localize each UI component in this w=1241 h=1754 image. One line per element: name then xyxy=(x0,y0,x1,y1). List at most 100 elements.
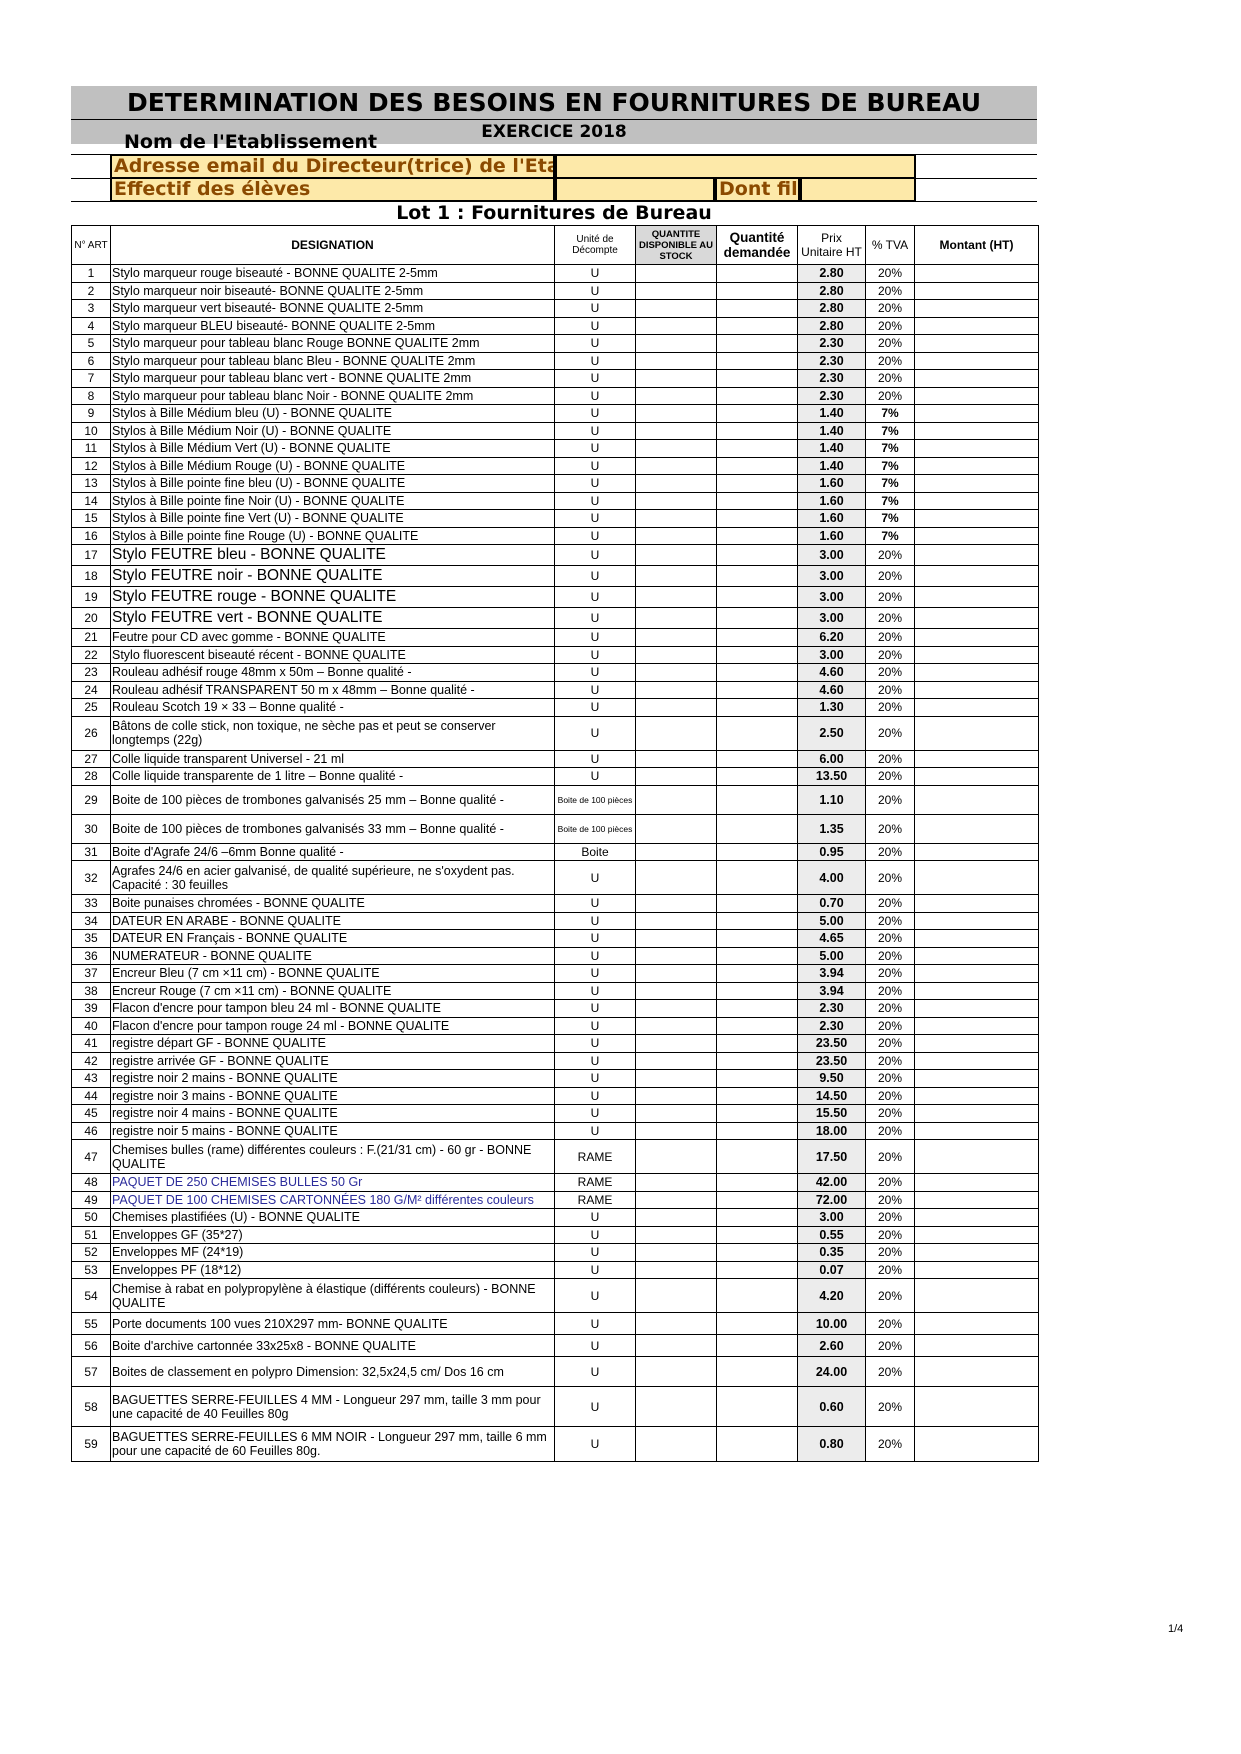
requested-qty-input[interactable] xyxy=(716,299,798,318)
stock-qty-input[interactable] xyxy=(635,456,717,475)
requested-qty-input[interactable] xyxy=(716,1243,798,1262)
stock-qty-input[interactable] xyxy=(635,698,717,717)
stock-qty-input[interactable] xyxy=(635,894,717,913)
requested-qty-input[interactable] xyxy=(716,663,798,682)
stock-qty-input[interactable] xyxy=(635,1278,717,1313)
stock-qty-input[interactable] xyxy=(635,628,717,647)
requested-qty-input[interactable] xyxy=(716,1034,798,1053)
requested-qty-input[interactable] xyxy=(716,1312,798,1335)
stock-qty-input[interactable] xyxy=(635,421,717,440)
stock-qty-input[interactable] xyxy=(635,439,717,458)
requested-qty-input[interactable] xyxy=(716,526,798,545)
students-field[interactable] xyxy=(555,177,715,202)
stock-qty-input[interactable] xyxy=(635,1069,717,1088)
requested-qty-input[interactable] xyxy=(716,1051,798,1070)
requested-qty-input[interactable] xyxy=(716,439,798,458)
requested-qty-input[interactable] xyxy=(716,999,798,1018)
requested-qty-input[interactable] xyxy=(716,929,798,948)
requested-qty-input[interactable] xyxy=(716,981,798,1000)
stock-qty-input[interactable] xyxy=(635,1260,717,1279)
requested-qty-input[interactable] xyxy=(716,680,798,699)
stock-qty-input[interactable] xyxy=(635,404,717,423)
requested-qty-input[interactable] xyxy=(716,645,798,664)
requested-qty-input[interactable] xyxy=(716,813,798,844)
requested-qty-input[interactable] xyxy=(716,749,798,768)
stock-qty-input[interactable] xyxy=(635,1051,717,1070)
requested-qty-input[interactable] xyxy=(716,784,798,815)
stock-qty-input[interactable] xyxy=(635,1334,717,1357)
requested-qty-input[interactable] xyxy=(716,1208,798,1227)
requested-qty-input[interactable] xyxy=(716,421,798,440)
stock-qty-input[interactable] xyxy=(635,663,717,682)
requested-qty-input[interactable] xyxy=(716,404,798,423)
stock-qty-input[interactable] xyxy=(635,715,717,751)
stock-qty-input[interactable] xyxy=(635,1312,717,1335)
stock-qty-input[interactable] xyxy=(635,860,717,895)
stock-qty-input[interactable] xyxy=(635,1121,717,1140)
requested-qty-input[interactable] xyxy=(716,894,798,913)
requested-qty-input[interactable] xyxy=(716,1173,798,1192)
stock-qty-input[interactable] xyxy=(635,1104,717,1123)
requested-qty-input[interactable] xyxy=(716,946,798,965)
stock-qty-input[interactable] xyxy=(635,299,717,318)
stock-qty-input[interactable] xyxy=(635,1243,717,1262)
stock-qty-input[interactable] xyxy=(635,1016,717,1035)
stock-qty-input[interactable] xyxy=(635,509,717,528)
requested-qty-input[interactable] xyxy=(716,1016,798,1035)
stock-qty-input[interactable] xyxy=(635,526,717,545)
stock-qty-input[interactable] xyxy=(635,1190,717,1209)
stock-qty-input[interactable] xyxy=(635,842,717,861)
requested-qty-input[interactable] xyxy=(716,1104,798,1123)
requested-qty-input[interactable] xyxy=(716,1139,798,1174)
stock-qty-input[interactable] xyxy=(635,981,717,1000)
requested-qty-input[interactable] xyxy=(716,565,798,587)
requested-qty-input[interactable] xyxy=(716,1069,798,1088)
requested-qty-input[interactable] xyxy=(716,386,798,405)
requested-qty-input[interactable] xyxy=(716,964,798,983)
requested-qty-input[interactable] xyxy=(716,491,798,510)
stock-qty-input[interactable] xyxy=(635,586,717,608)
stock-qty-input[interactable] xyxy=(635,784,717,815)
stock-qty-input[interactable] xyxy=(635,767,717,786)
requested-qty-input[interactable] xyxy=(716,911,798,930)
stock-qty-input[interactable] xyxy=(635,749,717,768)
requested-qty-input[interactable] xyxy=(716,1121,798,1140)
requested-qty-input[interactable] xyxy=(716,281,798,300)
stock-qty-input[interactable] xyxy=(635,1386,717,1427)
requested-qty-input[interactable] xyxy=(716,509,798,528)
requested-qty-input[interactable] xyxy=(716,456,798,475)
requested-qty-input[interactable] xyxy=(716,1260,798,1279)
requested-qty-input[interactable] xyxy=(716,628,798,647)
stock-qty-input[interactable] xyxy=(635,351,717,370)
stock-qty-input[interactable] xyxy=(635,369,717,388)
stock-qty-input[interactable] xyxy=(635,1173,717,1192)
stock-qty-input[interactable] xyxy=(635,281,717,300)
requested-qty-input[interactable] xyxy=(716,860,798,895)
requested-qty-input[interactable] xyxy=(716,586,798,608)
requested-qty-input[interactable] xyxy=(716,316,798,335)
requested-qty-input[interactable] xyxy=(716,1426,798,1462)
stock-qty-input[interactable] xyxy=(635,474,717,493)
requested-qty-input[interactable] xyxy=(716,842,798,861)
requested-qty-input[interactable] xyxy=(716,607,798,629)
stock-qty-input[interactable] xyxy=(635,911,717,930)
stock-qty-input[interactable] xyxy=(635,1225,717,1244)
requested-qty-input[interactable] xyxy=(716,1386,798,1427)
stock-qty-input[interactable] xyxy=(635,813,717,844)
stock-qty-input[interactable] xyxy=(635,264,717,283)
requested-qty-input[interactable] xyxy=(716,369,798,388)
stock-qty-input[interactable] xyxy=(635,491,717,510)
stock-qty-input[interactable] xyxy=(635,334,717,353)
stock-qty-input[interactable] xyxy=(635,964,717,983)
stock-qty-input[interactable] xyxy=(635,565,717,587)
requested-qty-input[interactable] xyxy=(716,1190,798,1209)
requested-qty-input[interactable] xyxy=(716,1225,798,1244)
requested-qty-input[interactable] xyxy=(716,698,798,717)
requested-qty-input[interactable] xyxy=(716,1086,798,1105)
stock-qty-input[interactable] xyxy=(635,1208,717,1227)
stock-qty-input[interactable] xyxy=(635,544,717,566)
requested-qty-input[interactable] xyxy=(716,544,798,566)
stock-qty-input[interactable] xyxy=(635,1426,717,1462)
requested-qty-input[interactable] xyxy=(716,1278,798,1313)
stock-qty-input[interactable] xyxy=(635,1086,717,1105)
